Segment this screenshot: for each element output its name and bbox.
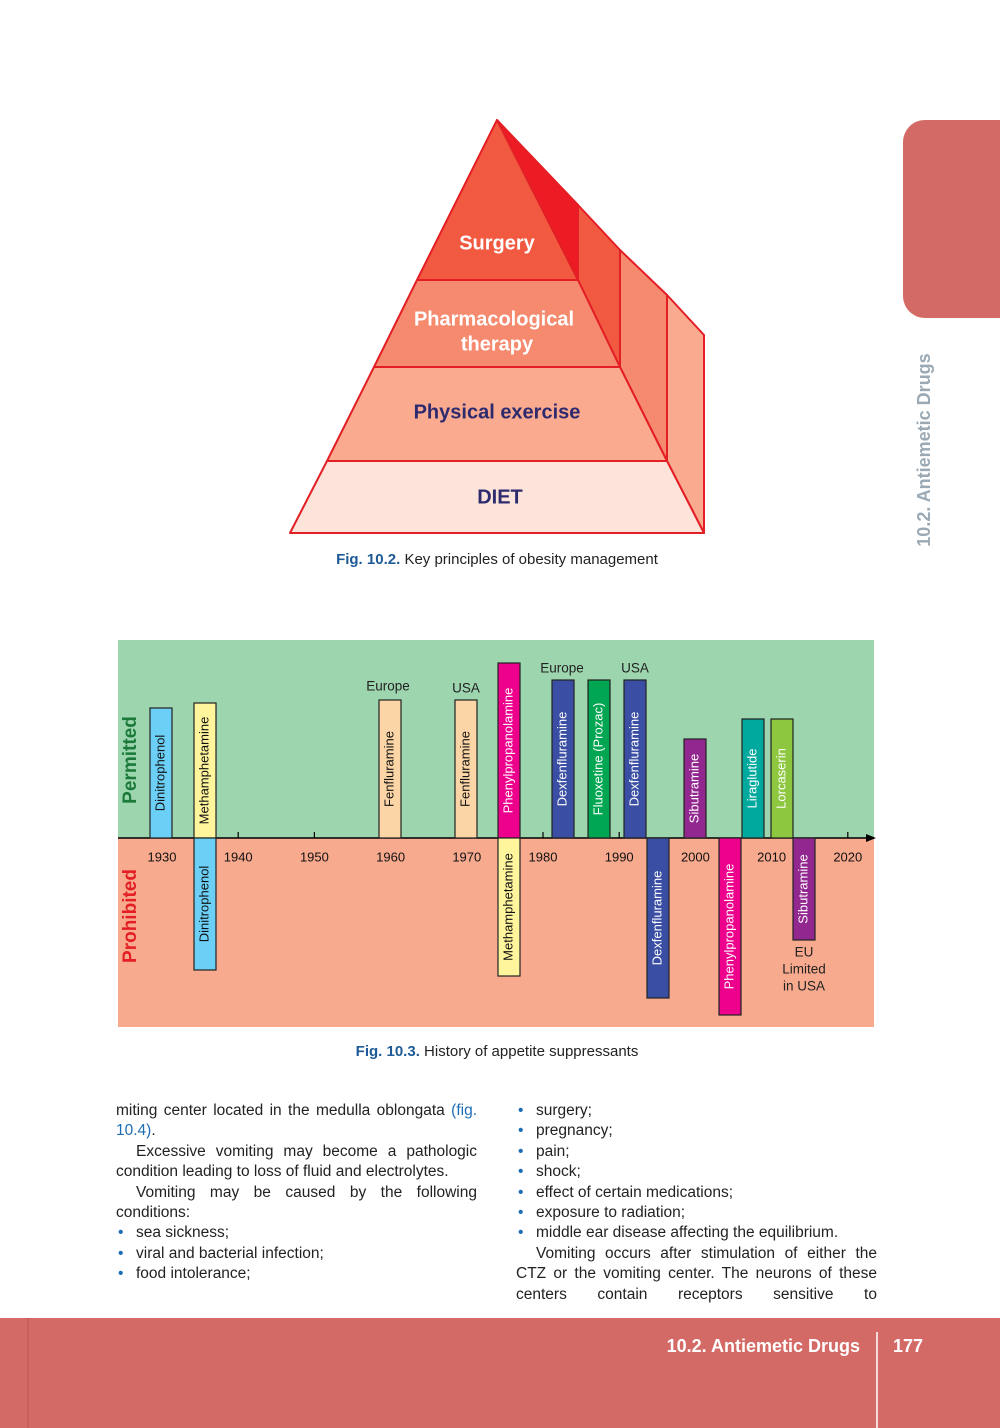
text: miting center located in the medulla obl…	[116, 1102, 452, 1119]
timeline-bar	[718, 837, 742, 1016]
bullet: food intolerance;	[116, 1264, 477, 1285]
bar-label: Fenfluramine	[457, 731, 472, 807]
caption-text: Key principles of obesity management	[404, 551, 658, 568]
bullet: middle ear disease affecting the equilib…	[516, 1223, 877, 1244]
axis-year: 1940	[224, 849, 253, 864]
timeline-bar	[683, 738, 707, 839]
bar-label: Fenfluramine	[381, 731, 396, 807]
side-tab	[903, 120, 1000, 318]
paragraph: Excessive vomiting may become a patho­lo…	[116, 1142, 477, 1181]
text: .	[151, 1122, 156, 1140]
bullet: surgery;	[516, 1101, 877, 1122]
bullet: sea sickness;	[116, 1223, 477, 1244]
bullet-list: sea sickness; viral and bacterial infect…	[116, 1223, 477, 1285]
bar-label: Methamphetamine	[196, 717, 211, 825]
left-column: miting center located in the medulla obl…	[116, 1101, 477, 1285]
bullet: effect of certain medications;	[516, 1183, 877, 1204]
zone-label: Permitted	[120, 716, 141, 804]
footer-band	[0, 1318, 1000, 1428]
axis-year: 2010	[757, 849, 786, 864]
bar-note: in USA	[783, 979, 825, 994]
caption-text: History of appetite suppressants	[424, 1043, 638, 1060]
axis-year: 1930	[148, 849, 177, 864]
bullet: exposure to radiation;	[516, 1203, 877, 1224]
bullet-list: surgery; pregnancy; pain; shock; effect …	[516, 1101, 877, 1244]
bar-note: USA	[621, 661, 649, 676]
bar-note: Europe	[366, 679, 410, 694]
bar-label: Sibutramine	[686, 754, 701, 823]
prohibited-zone	[118, 838, 874, 1027]
figure-caption: Fig. 10.2. Key principles of obesity man…	[336, 551, 659, 568]
caption-label: Fig. 10.3.	[356, 1043, 420, 1060]
paragraph: Vomiting may be caused by the following …	[116, 1183, 477, 1222]
timeline-bar	[551, 679, 575, 839]
bar-label: Dexfenfluramine	[649, 871, 664, 966]
timeline-bar	[149, 707, 173, 839]
pyramid-label: DIET	[477, 486, 523, 508]
bullet: pregnancy;	[516, 1121, 877, 1142]
timeline-bar	[741, 718, 765, 839]
pyramid	[289, 119, 705, 534]
bar-label: Dinitrophenol	[196, 866, 211, 943]
axis-year: 1960	[376, 849, 405, 864]
axis-year: 1980	[529, 849, 558, 864]
right-column: surgery; pregnancy; pain; shock; effect …	[516, 1101, 877, 1305]
bar-note: Europe	[540, 661, 584, 676]
timeline-bar	[770, 718, 794, 839]
footer-section: 10.2. Antiemetic Drugs	[667, 1336, 860, 1356]
timeline-bar	[792, 837, 816, 941]
timeline-bar	[454, 699, 478, 839]
timeline: 1930 1940 1950 1960 1970 1980 1990 2000 2010 2020…	[118, 661, 876, 1016]
bar-label: Liraglutide	[744, 749, 759, 809]
bullet: pain;	[516, 1142, 877, 1163]
bar-label: Lorcaserin	[773, 748, 788, 809]
page-number: 177	[893, 1336, 923, 1356]
paragraph: Vomiting occurs after stimulation of eit…	[516, 1244, 877, 1303]
bullet: viral and bacterial infection;	[116, 1244, 477, 1265]
pyramid-label: therapy	[461, 333, 534, 355]
bar-label: Dexfenfluramine	[554, 712, 569, 807]
timeline-bar	[623, 679, 647, 839]
bar-note: Limited	[782, 962, 826, 977]
axis-year: 2000	[681, 849, 710, 864]
axis-year: 1970	[452, 849, 481, 864]
bar-note: EU	[795, 945, 814, 960]
pyramid-level	[416, 119, 579, 281]
bar-label: Phenylpropanolamine	[721, 864, 736, 990]
timeline-bar	[193, 837, 217, 971]
bar-label: Methamphetamine	[500, 853, 515, 961]
pyramid-label: Pharmacological	[414, 308, 574, 330]
bar-label: Dinitrophenol	[152, 735, 167, 812]
bar-label: Fluoxetine (Prozac)	[590, 703, 605, 816]
paragraph: miting center located in the medulla obl…	[116, 1101, 477, 1142]
axis-year: 2020	[833, 849, 862, 864]
bar-label: Sibutramine	[795, 854, 810, 923]
figure-link[interactable]: (fig. 10.4)	[116, 1102, 477, 1140]
timeline-bar	[587, 679, 611, 839]
bar-label: Phenylpropanolamine	[500, 688, 515, 814]
timeline-bar	[378, 699, 402, 839]
timeline-bar	[646, 837, 670, 999]
bar-note: USA	[452, 681, 480, 696]
zone-label: Prohibited	[120, 869, 141, 963]
timeline-bar	[497, 837, 521, 977]
axis-arrow	[866, 834, 876, 842]
pyramid-label: Surgery	[459, 232, 535, 254]
bullet: shock;	[516, 1162, 877, 1183]
axis-year: 1950	[300, 849, 329, 864]
axis-year: 1990	[605, 849, 634, 864]
bar-label: Dexfenfluramine	[626, 712, 641, 807]
pyramid-label: Physical exercise	[414, 401, 581, 423]
caption-label: Fig. 10.2.	[336, 551, 400, 568]
side-tab-text: 10.2. Antiemetic Drugs	[914, 353, 934, 546]
figure-caption: Fig. 10.3. History of appetite suppressa…	[356, 1043, 639, 1060]
